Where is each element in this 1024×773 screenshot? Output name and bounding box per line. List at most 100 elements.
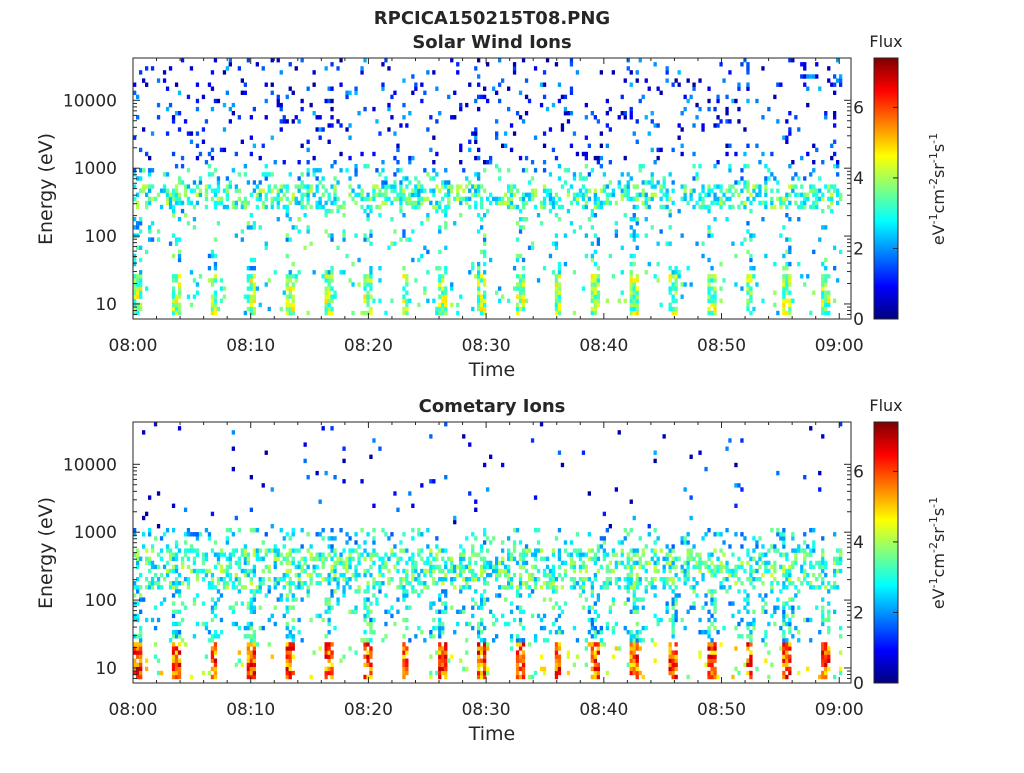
heatmap-cell [405, 560, 409, 566]
heatmap-cell [656, 278, 660, 283]
heatmap-cell [593, 654, 597, 659]
heatmap-cell [785, 298, 789, 303]
heatmap-cell [515, 593, 520, 598]
heatmap-cell [306, 86, 310, 91]
heatmap-cell [240, 200, 244, 206]
heatmap-cell [821, 196, 825, 202]
heatmap-cell [369, 306, 373, 312]
heatmap-cell [659, 577, 663, 582]
heatmap-cell [498, 168, 502, 173]
heatmap-cell [728, 204, 732, 210]
heatmap-cell [551, 204, 556, 210]
heatmap-cell [692, 605, 696, 610]
heatmap-cell [650, 176, 654, 181]
figure-title: RPCICA150215T08.PNG [374, 8, 610, 29]
heatmap-cell [180, 208, 185, 214]
heatmap-cell [354, 540, 358, 545]
heatmap-cell [459, 160, 463, 165]
heatmap-cell [417, 200, 421, 206]
heatmap-cell [794, 200, 798, 206]
heatmap-cell [725, 577, 729, 582]
heatmap-cell [731, 98, 735, 104]
heatmap-cell [270, 58, 274, 63]
heatmap-cell [171, 670, 176, 676]
heatmap-cell [653, 577, 657, 582]
heatmap-cell [656, 86, 660, 91]
heatmap-cell [228, 577, 232, 582]
heatmap-cell [770, 204, 774, 210]
heatmap-cell [749, 253, 753, 259]
heatmap-cell [524, 298, 529, 303]
heatmap-cell [288, 650, 292, 655]
heatmap-cell [384, 609, 388, 614]
heatmap-cell [225, 188, 229, 193]
heatmap-cell [554, 155, 559, 161]
heatmap-cell [321, 552, 325, 557]
heatmap-cell [710, 274, 714, 279]
heatmap-cell [363, 233, 367, 238]
heatmap-cell [584, 646, 588, 651]
heatmap-cell [635, 630, 639, 635]
heatmap-cell [312, 270, 316, 275]
heatmap-cell [192, 601, 197, 606]
heatmap-cell [474, 127, 478, 132]
heatmap-cell [483, 188, 487, 193]
heatmap-cell [551, 564, 556, 570]
heatmap-cell [671, 286, 675, 291]
heatmap-cell [312, 650, 316, 655]
heatmap-cell [821, 670, 825, 676]
heatmap-cell [324, 654, 328, 659]
heatmap-cell [629, 278, 633, 283]
heatmap-cell [632, 306, 636, 312]
heatmap-cell [551, 568, 556, 574]
heatmap-cell [533, 670, 538, 676]
heatmap-cell [650, 548, 654, 553]
heatmap-cell [668, 208, 672, 214]
heatmap-cell [821, 658, 825, 663]
heatmap-cell [432, 564, 436, 570]
heatmap-cell [755, 98, 759, 104]
heatmap-cell [369, 601, 373, 606]
heatmap-cell [713, 617, 717, 623]
heatmap-cell [743, 597, 747, 602]
heatmap-cell [243, 310, 247, 316]
heatmap-cell [171, 310, 176, 316]
heatmap-cell [815, 188, 819, 193]
heatmap-cell [396, 143, 400, 148]
heatmap-cell [611, 630, 615, 635]
heatmap-cell [285, 119, 289, 124]
heatmap-cell [145, 658, 149, 663]
heatmap-cell [225, 196, 229, 202]
heatmap-cell [133, 278, 137, 283]
heatmap-cell [477, 74, 481, 79]
heatmap-cell [608, 524, 612, 529]
heatmap-cell [746, 597, 750, 602]
heatmap-cell [474, 274, 478, 279]
heatmap-cell [136, 613, 140, 619]
heatmap-cell [441, 302, 445, 308]
heatmap-cell [839, 666, 843, 672]
heatmap-cell [779, 196, 783, 202]
heatmap-cell [441, 180, 445, 185]
heatmap-cell [324, 286, 328, 291]
heatmap-cell [133, 650, 137, 655]
heatmap-cell [483, 462, 487, 468]
heatmap-cell [782, 630, 786, 635]
heatmap-cell [321, 176, 325, 181]
heatmap-cell [530, 577, 535, 582]
heatmap-cell [803, 66, 807, 71]
heatmap-cell [773, 609, 777, 614]
heatmap-cell [785, 642, 789, 647]
heatmap-cell [776, 470, 780, 476]
heatmap-cell [318, 196, 322, 202]
heatmap-cell [650, 147, 654, 153]
heatmap-cell [399, 200, 403, 206]
heatmap-cell [240, 237, 244, 242]
heatmap-cell [267, 577, 271, 582]
heatmap-cell [435, 204, 439, 210]
heatmap-cell [240, 601, 244, 606]
heatmap-cell [794, 184, 798, 189]
heatmap-cell [512, 62, 517, 67]
heatmap-cell [518, 274, 523, 279]
heatmap-cell [839, 78, 843, 83]
